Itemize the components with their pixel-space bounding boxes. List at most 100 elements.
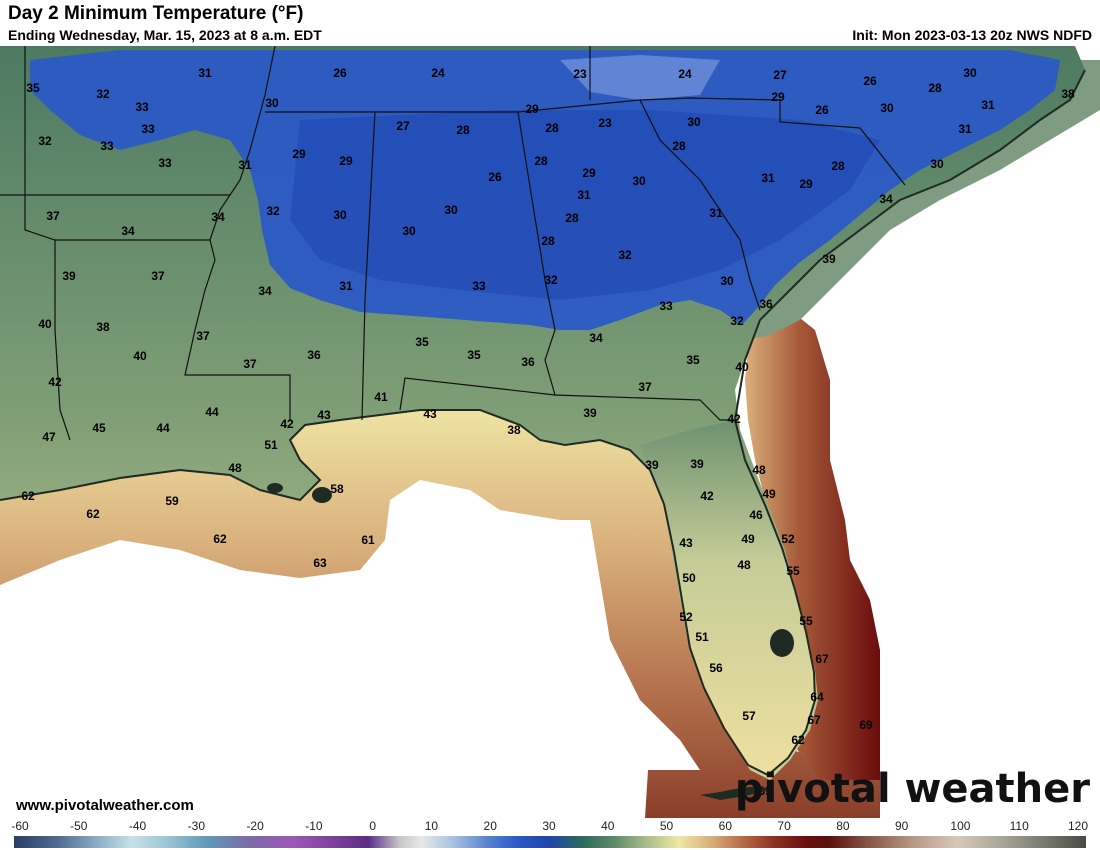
- temp-label: 62: [791, 733, 805, 747]
- temp-label: 67: [815, 652, 829, 666]
- temp-label: 28: [565, 211, 579, 225]
- temp-label: 39: [645, 458, 659, 472]
- temp-label: 32: [544, 273, 558, 287]
- valid-time: Ending Wednesday, Mar. 15, 2023 at 8 a.m…: [8, 27, 322, 43]
- temp-label: 28: [456, 123, 470, 137]
- temp-label: 29: [339, 154, 353, 168]
- temp-label: 35: [415, 335, 429, 349]
- temp-label: 51: [264, 438, 278, 452]
- temp-label: 34: [258, 284, 272, 298]
- temp-label: 37: [243, 357, 257, 371]
- temp-label: 30: [265, 96, 279, 110]
- temp-label: 42: [727, 412, 741, 426]
- temp-label: 35: [467, 348, 481, 362]
- coastal-features: [267, 483, 794, 800]
- temp-label: 26: [863, 74, 877, 88]
- temp-label: 27: [396, 119, 410, 133]
- temp-label: 39: [583, 406, 597, 420]
- website-url: www.pivotalweather.com: [16, 797, 194, 814]
- temp-label: 24: [678, 67, 692, 81]
- cold-region-core: [290, 110, 880, 300]
- temp-label: 29: [771, 90, 785, 104]
- temp-label: 26: [488, 170, 502, 184]
- temp-label: 56: [709, 661, 723, 675]
- temp-label: 30: [880, 101, 894, 115]
- temp-label: 36: [521, 355, 535, 369]
- scale-tick-label: -50: [70, 819, 88, 833]
- scale-tick-label: 80: [836, 819, 850, 833]
- temp-label: 33: [659, 299, 673, 313]
- scale-tick-label: 110: [1009, 819, 1029, 833]
- temp-label: 29: [799, 177, 813, 191]
- scale-tick-label: 30: [542, 819, 556, 833]
- temp-label: 69: [859, 718, 873, 732]
- scale-tick-label: 90: [894, 819, 909, 833]
- scale-tick-label: 100: [950, 819, 971, 833]
- temp-label: 47: [42, 430, 56, 444]
- temp-label: 34: [211, 210, 225, 224]
- temp-label: 58: [330, 482, 344, 496]
- temp-label: 33: [100, 139, 114, 153]
- temp-label: 62: [86, 507, 100, 521]
- temp-label: 26: [815, 103, 829, 117]
- temp-label: 35: [26, 81, 40, 95]
- temp-label: 31: [339, 279, 353, 293]
- temp-label: 30: [444, 203, 458, 217]
- temp-label: 23: [598, 116, 612, 130]
- temp-label: 30: [632, 174, 646, 188]
- temp-label: 46: [749, 508, 763, 522]
- atlantic-water: [745, 310, 880, 780]
- temp-label: 39: [690, 457, 704, 471]
- temp-label: 24: [431, 66, 445, 80]
- temp-label: 67: [807, 713, 821, 727]
- temp-label: 29: [292, 147, 306, 161]
- temp-label: 36: [759, 297, 773, 311]
- temp-label: 43: [679, 536, 693, 550]
- temp-label: 62: [21, 489, 35, 503]
- temp-label: 64: [810, 690, 824, 704]
- temp-label: 40: [38, 317, 52, 331]
- scale-tick-label: 0: [369, 819, 376, 833]
- temp-label: 62: [213, 532, 227, 546]
- temp-label: 31: [577, 188, 591, 202]
- temp-label: 30: [930, 157, 944, 171]
- temp-label: 42: [700, 489, 714, 503]
- temp-label: 31: [958, 122, 972, 136]
- temp-label: 32: [38, 134, 52, 148]
- temp-label: 30: [720, 274, 734, 288]
- temp-label: 23: [573, 67, 587, 81]
- color-scale-ticks: -60 -50 -40 -30 -20 -10 0 10 20 30 40 50 60 70 80 90 100…: [0, 818, 1100, 834]
- temp-label: 40: [133, 349, 147, 363]
- scale-tick-label: 40: [601, 819, 615, 833]
- map-title: Day 2 Minimum Temperature (°F): [8, 3, 304, 24]
- temp-label: 52: [679, 610, 693, 624]
- scale-tick-label: -60: [11, 819, 29, 833]
- scale-tick-label: 70: [777, 819, 791, 833]
- init-time: Init: Mon 2023-03-13 20z NWS NDFD: [852, 27, 1092, 43]
- cold-region-light: [560, 55, 720, 100]
- gulf-water: [0, 400, 880, 818]
- temp-label: 38: [96, 320, 110, 334]
- temp-label: 32: [266, 204, 280, 218]
- temp-label: 43: [317, 408, 331, 422]
- temp-label: 44: [205, 405, 219, 419]
- temp-label: 36: [307, 348, 321, 362]
- temp-label: 38: [507, 423, 521, 437]
- temp-label: 48: [752, 463, 766, 477]
- temp-label: 33: [141, 122, 155, 136]
- temp-label: 31: [709, 206, 723, 220]
- scale-tick-label: -10: [305, 819, 323, 833]
- scale-tick-label: -40: [128, 819, 147, 833]
- temp-label: 61: [361, 533, 375, 547]
- temp-label: 38: [1061, 87, 1075, 101]
- temp-label: 37: [46, 209, 60, 223]
- temp-label: 39: [62, 269, 76, 283]
- temp-label: 30: [963, 66, 977, 80]
- temp-label: 63: [313, 556, 327, 570]
- temp-label: 34: [121, 224, 135, 238]
- color-scale-bar: [14, 836, 1086, 848]
- temp-label: 59: [165, 494, 179, 508]
- temp-label: 45: [92, 421, 106, 435]
- temp-label: 35: [686, 353, 700, 367]
